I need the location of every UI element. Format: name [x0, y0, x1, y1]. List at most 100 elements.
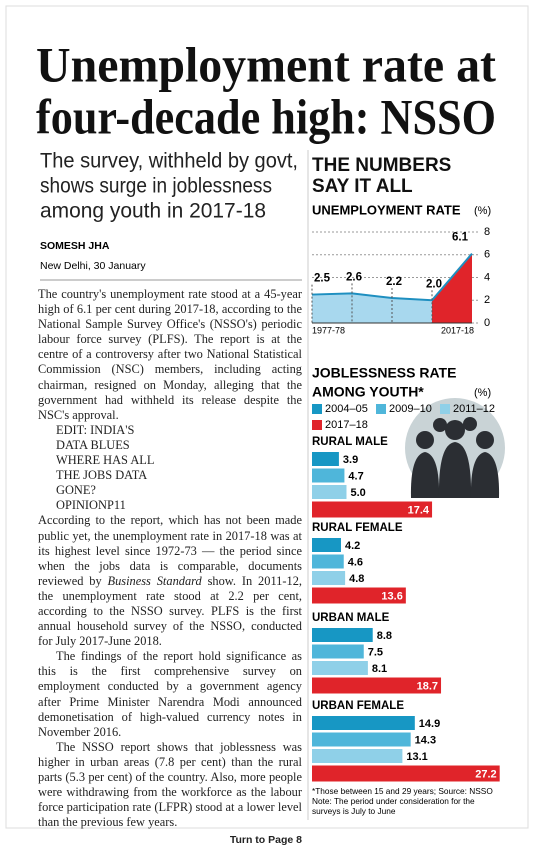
group-label: URBAN MALE	[312, 612, 390, 624]
bar	[312, 765, 500, 782]
sidebar-line: GONE?	[56, 483, 96, 498]
value-label: 4.6	[348, 556, 363, 568]
group-label: URBAN FEMALE	[312, 700, 404, 712]
legend-label: 2004–05	[325, 403, 368, 415]
youth-photo	[405, 398, 505, 498]
article-body: The country's unemployment rate stood at…	[38, 287, 302, 848]
legend-label: 2011–12	[453, 403, 495, 415]
footnote: *Those between 15 and 29 years; Source: …	[312, 786, 493, 796]
value-label: 6.1	[452, 232, 469, 244]
text-run: Business Standard	[107, 573, 202, 588]
text-run: According to the report, which has not b…	[38, 513, 302, 588]
byline: SOMESH JHA	[40, 240, 110, 252]
y-tick-label: 2	[484, 294, 490, 306]
value-label: 4.8	[349, 573, 364, 585]
bar	[312, 628, 373, 642]
bar	[312, 571, 346, 585]
paragraph: EDIT: INDIA'S DATA BLUES WHERE HAS ALL THE …	[38, 423, 302, 649]
page-ref: P11	[106, 498, 126, 513]
value-label: 27.2	[475, 768, 496, 780]
value-label: 2.5	[314, 273, 331, 285]
unit: (%)	[474, 387, 491, 399]
subheadline: among youth in 2017-18	[40, 200, 266, 223]
chart-title: JOBLESSNESS RATE	[312, 365, 456, 381]
bar	[312, 452, 339, 466]
legend-swatch	[312, 420, 322, 430]
bar	[312, 644, 364, 659]
value-label: 7.5	[368, 646, 383, 658]
panel-title: THE NUMBERS	[312, 155, 451, 176]
sidebar-ref: OPINIONP11	[38, 498, 302, 513]
bar	[312, 554, 344, 569]
value-label: 2.6	[346, 271, 362, 283]
y-tick-label: 8	[484, 226, 490, 238]
paragraph: The country's unemployment rate stood at…	[38, 287, 302, 423]
value-label: 8.8	[377, 630, 392, 642]
value-label: 4.7	[348, 470, 363, 482]
sidebar: EDIT: INDIA'S DATA BLUES WHERE HAS ALL THE …	[38, 423, 302, 514]
area-fill	[312, 293, 432, 323]
chart-title: AMONG YOUTH*	[312, 384, 424, 400]
value-label: 17.4	[408, 504, 430, 516]
value-label: 4.2	[345, 540, 360, 552]
value-label: 13.1	[406, 751, 427, 763]
group-label: RURAL MALE	[312, 436, 388, 448]
headline: four-decade high: NSSO	[36, 88, 496, 144]
sidebar-line: THE JOBS DATA	[56, 468, 148, 483]
value-label: 2.0	[426, 278, 442, 290]
subheadline: The survey, withheld by govt,	[40, 150, 298, 173]
bar	[312, 677, 442, 694]
clip-border	[5, 5, 529, 829]
group-label: RURAL FEMALE	[312, 522, 403, 534]
value-label: 3.9	[343, 454, 358, 466]
value-label: 14.9	[419, 718, 440, 730]
text-run: The NSSO report shows that joblessness w…	[38, 739, 302, 830]
headline: Unemployment rate at	[36, 36, 496, 92]
legend-label: 2009–10	[389, 403, 432, 415]
bar	[312, 485, 347, 499]
chart-title: UNEMPLOYMENT RATE	[312, 202, 461, 217]
paragraph: The NSSO report shows that joblessness w…	[38, 740, 302, 831]
y-tick-label: 6	[484, 249, 490, 261]
footnote: surveys is July to June	[312, 806, 396, 816]
y-tick-label: 4	[484, 271, 490, 283]
legend-label: 2017–18	[325, 419, 368, 431]
bar	[312, 732, 411, 747]
legend-swatch	[440, 404, 450, 414]
section: OPINION	[56, 498, 107, 513]
legend-swatch	[376, 404, 386, 414]
value-label: 2.2	[386, 276, 402, 288]
legend-swatch	[312, 404, 322, 414]
bar	[312, 501, 433, 518]
sidebar-edit: EDIT: INDIA'S DATA BLUES	[38, 423, 302, 453]
subheadline: shows surge in joblessness	[40, 175, 272, 198]
value-label: 13.6	[381, 590, 402, 602]
sidebar-line: EDIT: INDIA'S	[56, 422, 135, 437]
bar	[312, 587, 406, 604]
x-tick-label: 1977-78	[312, 325, 345, 335]
dateline: New Delhi, 30 January	[40, 260, 146, 272]
bar	[312, 468, 345, 483]
x-tick-label: 2017-18	[441, 325, 474, 335]
footnote: Note: The period under consideration for…	[312, 796, 475, 806]
y-tick-label: 0	[484, 317, 490, 329]
text-run: show. In 2011-12, the unemployment rate …	[38, 573, 302, 649]
value-label: 5.0	[351, 487, 366, 499]
bar	[312, 538, 341, 552]
bar	[312, 749, 403, 763]
area-highlight	[432, 253, 472, 323]
unit: (%)	[474, 205, 491, 217]
paragraph: The findings of the report hold signific…	[38, 649, 302, 740]
continued: Turn to Page 8	[229, 834, 302, 847]
bar	[312, 661, 368, 675]
panel-title: SAY IT ALL	[312, 176, 413, 197]
value-label: 18.7	[417, 680, 438, 692]
text-run: The country's unemployment rate stood at…	[38, 287, 302, 422]
sidebar-line: DATA BLUES	[56, 437, 130, 452]
bar	[312, 716, 415, 730]
sidebar-line: WHERE HAS ALL	[56, 453, 155, 468]
text-run: The findings of the report hold signific…	[38, 649, 302, 739]
value-label: 14.3	[415, 734, 436, 746]
